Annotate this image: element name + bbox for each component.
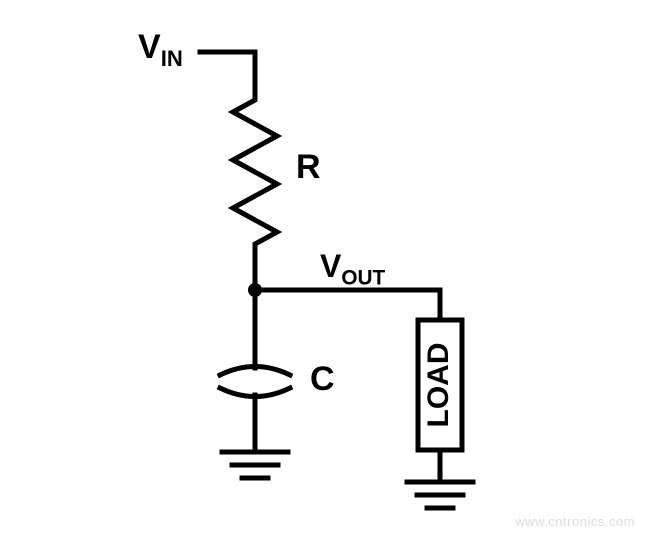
resistor-label: R (296, 148, 321, 187)
capacitor-plate-top (220, 367, 290, 376)
capacitor-label: C (310, 360, 335, 399)
vin-sub: IN (161, 46, 183, 71)
vin-label: VIN (138, 28, 183, 72)
wire-vin (200, 52, 255, 90)
vout-label: VOUT (320, 248, 385, 290)
vin-main: V (138, 28, 161, 66)
vout-sub: OUT (341, 266, 385, 289)
vout-main: V (320, 248, 341, 284)
ground-right (407, 482, 473, 508)
watermark: www.cntronics.com (515, 514, 635, 529)
load-label: LOAD (422, 343, 455, 428)
wire-node-to-load (255, 290, 440, 320)
resistor (233, 90, 277, 255)
ground-left (222, 452, 288, 478)
